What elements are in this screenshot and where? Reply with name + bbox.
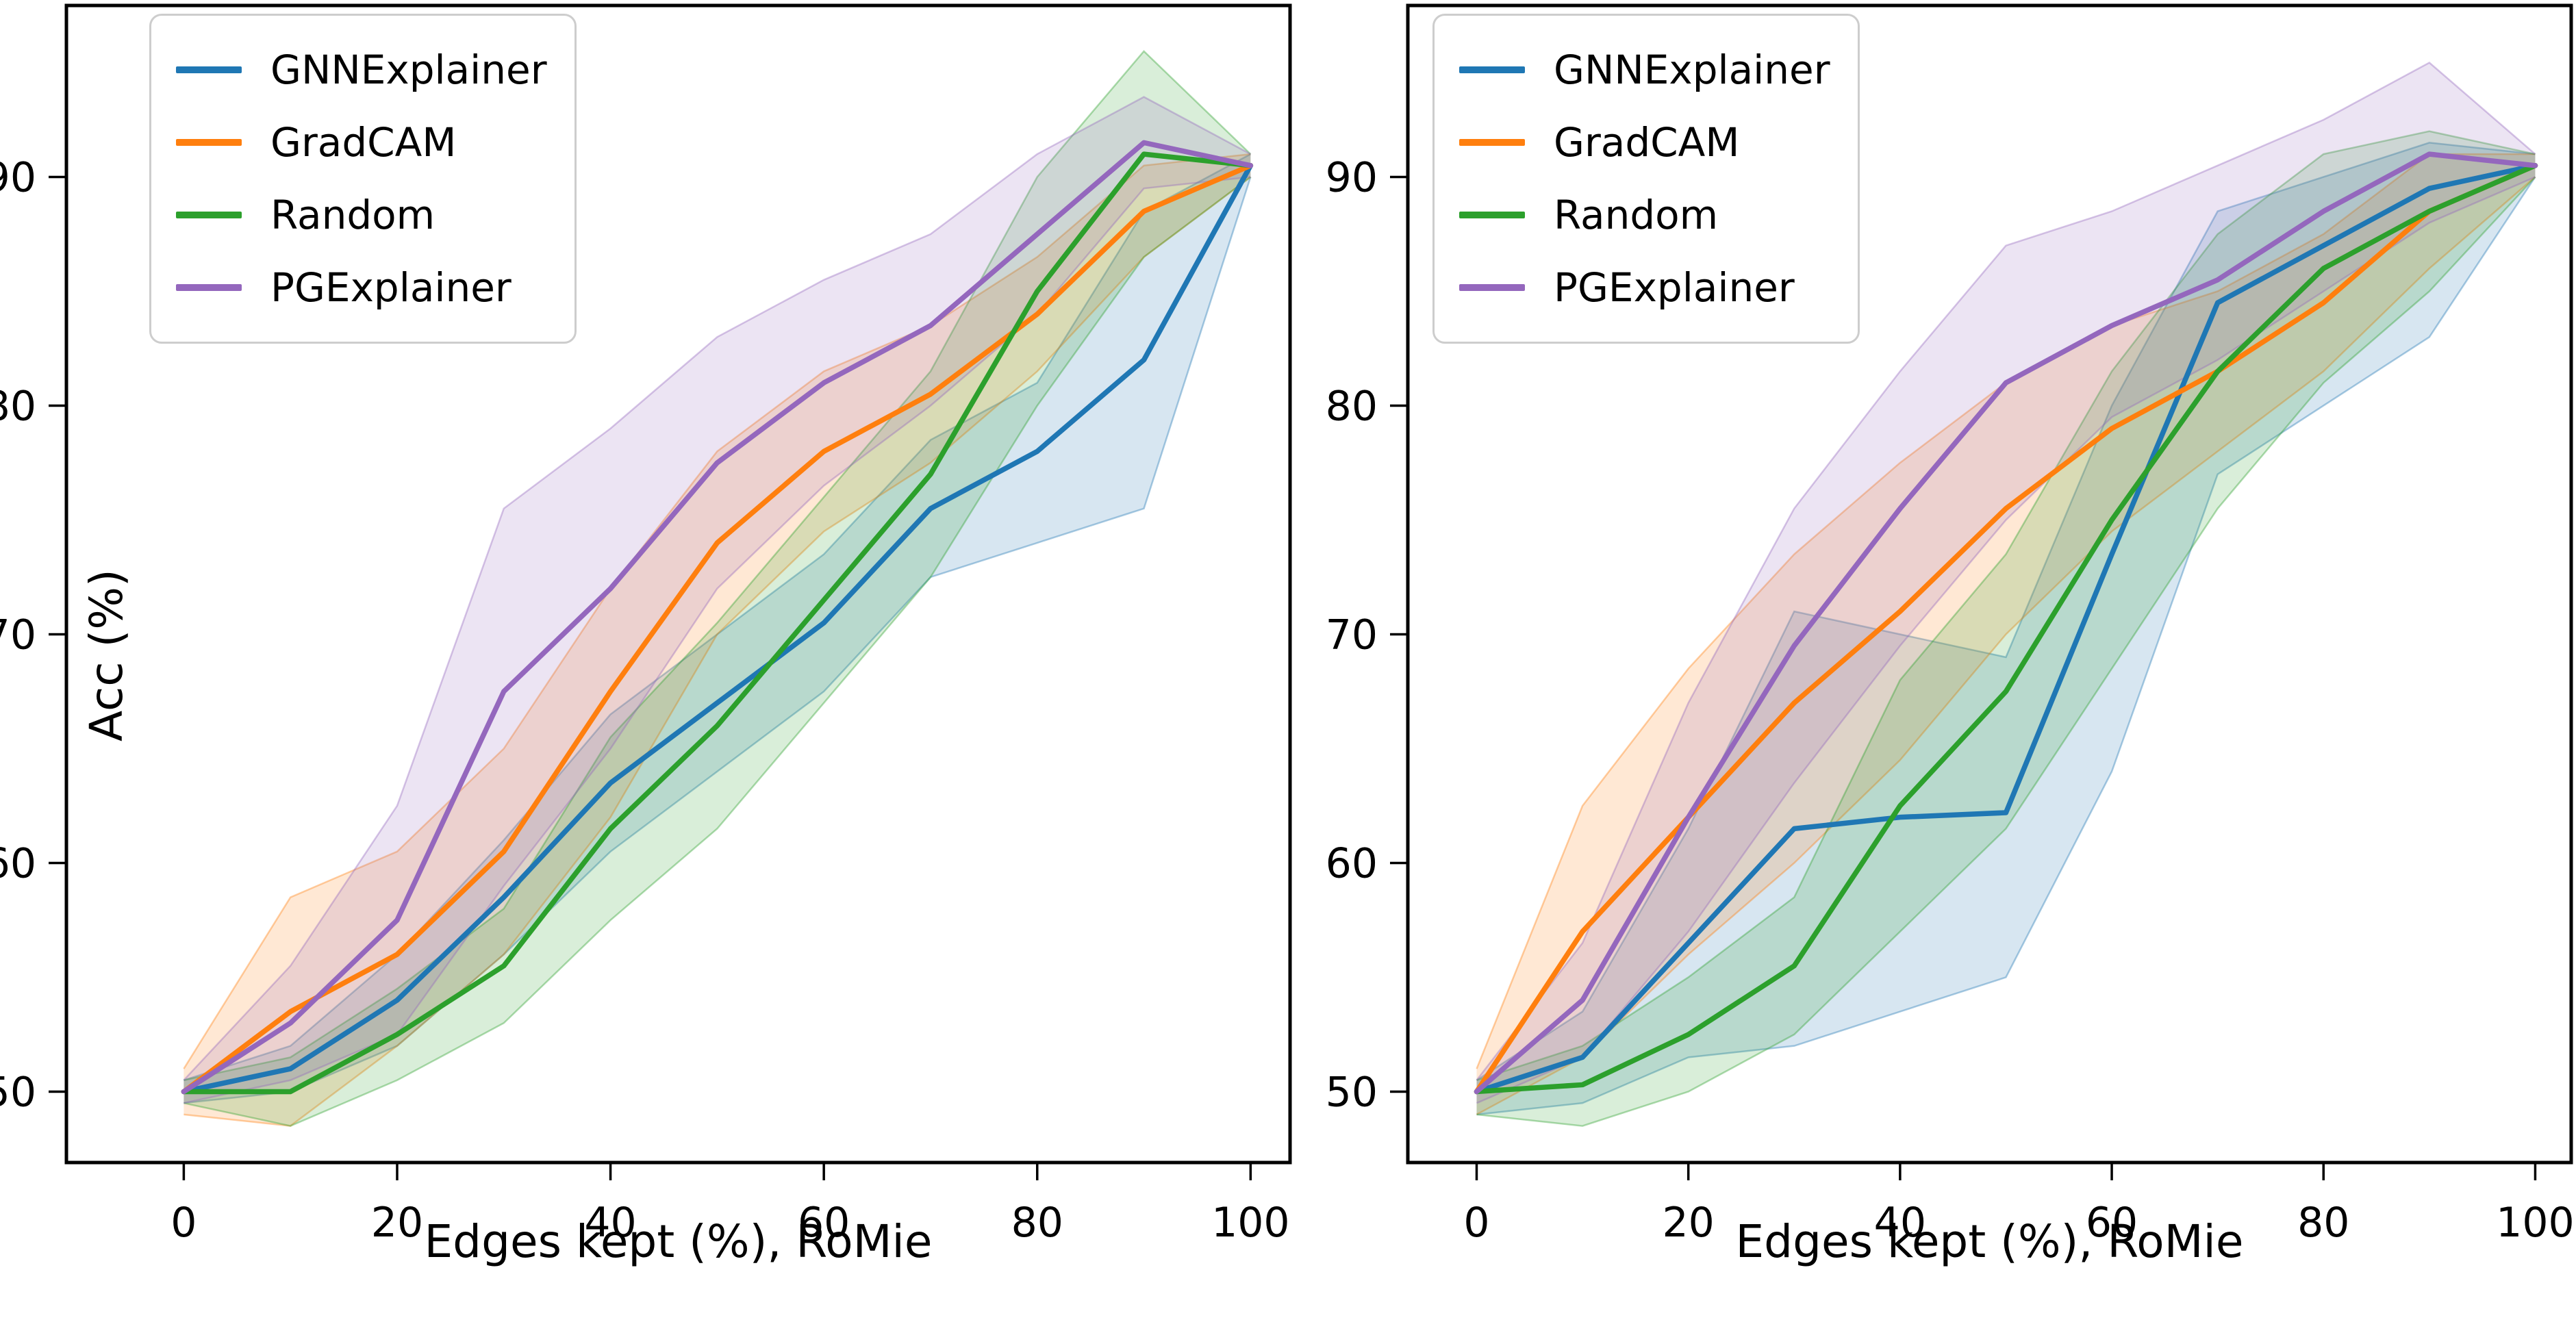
plot-border bbox=[64, 3, 1292, 1165]
legend-item-GradCAM: GradCAM bbox=[176, 106, 547, 179]
x-tick-label: 100 bbox=[1211, 1199, 1290, 1247]
band-lower-edge-Random bbox=[1476, 176, 2536, 1127]
legend-label-GradCAM: GradCAM bbox=[270, 119, 457, 166]
legend-item-Random: Random bbox=[176, 179, 547, 251]
chart-canvas-right: 0 20 40 60 80 100 50 60 70 80 90 bbox=[1326, 3, 2575, 1247]
x-axis-label-right: Edges kept (%), RoMie bbox=[1735, 1215, 2244, 1268]
legend-swatch-PGExplainer bbox=[176, 284, 242, 291]
y-tick-label: 70 bbox=[1326, 611, 1378, 659]
x-tick-label: 80 bbox=[1011, 1199, 1063, 1247]
band-lower-edge-PGExplainer bbox=[184, 176, 1251, 1104]
confidence-band-PGExplainer bbox=[184, 97, 1251, 1104]
series-line-Random bbox=[181, 151, 1254, 1095]
x-tick-label: 20 bbox=[1662, 1199, 1714, 1247]
confidence-band-GNNExplainer bbox=[184, 154, 1251, 1104]
band-lower-edge-GradCAM bbox=[184, 176, 1252, 1127]
y-tick-label: 50 bbox=[0, 1068, 36, 1116]
legend-item-PGExplainer: PGExplainer bbox=[1459, 251, 1830, 324]
x-axis-label-left: Edges kept (%), RoMie bbox=[424, 1215, 933, 1268]
plot-area-left: 0 20 40 60 80 100 50 60 70 80 90 bbox=[0, 3, 1292, 1247]
band-lower-edge-GNNExplainer bbox=[184, 177, 1252, 1104]
band-upper-edge-Random bbox=[1476, 130, 2536, 1081]
chart-canvas-left: 0 20 40 60 80 100 50 60 70 80 90 bbox=[0, 3, 1292, 1247]
band-upper-edge-PGExplainer bbox=[1476, 61, 2536, 1081]
series-line-PGExplainer bbox=[181, 140, 1254, 1095]
legend-item-GNNExplainer: GNNExplainer bbox=[176, 34, 547, 106]
y-tick-label: 90 bbox=[0, 153, 36, 201]
confidence-band-GNNExplainer bbox=[1476, 142, 2536, 1115]
y-tick-label: 90 bbox=[1326, 153, 1378, 201]
band-lower-edge-GradCAM bbox=[1476, 176, 2536, 1115]
series-line-GNNExplainer bbox=[1474, 163, 2538, 1095]
legend-label-PGExplainer: PGExplainer bbox=[1554, 264, 1795, 311]
series-line-GradCAM bbox=[181, 163, 1254, 1095]
legend-left: GNNExplainer GradCAM Random PGExplainer bbox=[149, 14, 577, 344]
legend-swatch-GNNExplainer bbox=[176, 66, 242, 73]
legend-label-GNNExplainer: GNNExplainer bbox=[270, 47, 547, 93]
band-lower-edge-PGExplainer bbox=[1476, 176, 2536, 1104]
x-tick-label: 40 bbox=[1874, 1199, 1926, 1247]
x-tick-label: 40 bbox=[584, 1199, 636, 1247]
series-line-Random bbox=[1474, 163, 2538, 1095]
confidence-band-Random bbox=[1476, 131, 2536, 1126]
y-tick-label: 60 bbox=[0, 839, 36, 887]
x-tick-label: 0 bbox=[171, 1199, 197, 1247]
plot-border bbox=[1406, 3, 2573, 1165]
x-tick-label: 100 bbox=[2496, 1199, 2575, 1247]
y-tick-label: 70 bbox=[0, 611, 36, 659]
x-tick-label: 0 bbox=[1463, 1199, 1489, 1247]
y-tick-label: 80 bbox=[0, 382, 36, 430]
legend-swatch-PGExplainer bbox=[1459, 284, 1525, 291]
band-upper-edge-PGExplainer bbox=[183, 96, 1251, 1081]
legend-swatch-GradCAM bbox=[176, 139, 242, 146]
series-line-GNNExplainer bbox=[181, 163, 1254, 1095]
band-lower-edge-Random bbox=[184, 176, 1252, 1127]
y-tick-label: 60 bbox=[1326, 839, 1378, 887]
series-line-PGExplainer bbox=[1474, 151, 2538, 1095]
series-group bbox=[181, 49, 1254, 1127]
band-upper-edge-Random bbox=[184, 49, 1252, 1081]
band-lower-edge-GNNExplainer bbox=[1476, 176, 2536, 1116]
legend-swatch-GradCAM bbox=[1459, 139, 1525, 146]
band-upper-edge-GradCAM bbox=[183, 153, 1251, 1069]
x-tick-label: 60 bbox=[2086, 1199, 2138, 1247]
confidence-band-GradCAM bbox=[184, 154, 1251, 1126]
legend-item-GNNExplainer: GNNExplainer bbox=[1459, 34, 1830, 106]
legend-item-Random: Random bbox=[1459, 179, 1830, 251]
confidence-band-Random bbox=[184, 51, 1251, 1126]
x-tick-label: 60 bbox=[798, 1199, 850, 1247]
legend-label-GradCAM: GradCAM bbox=[1554, 119, 1740, 166]
band-upper-edge-GNNExplainer bbox=[1476, 142, 2536, 1081]
legend-label-GNNExplainer: GNNExplainer bbox=[1554, 47, 1830, 93]
confidence-band-GradCAM bbox=[1476, 154, 2536, 1115]
legend-swatch-Random bbox=[1459, 212, 1525, 218]
subplot-right: 0 20 40 60 80 100 50 60 70 80 90 GNNExplainer GradC… bbox=[1326, 0, 2575, 1333]
legend-label-Random: Random bbox=[1554, 192, 1719, 238]
band-upper-edge-GNNExplainer bbox=[183, 153, 1251, 1081]
legend-swatch-GNNExplainer bbox=[1459, 66, 1525, 73]
legend-item-GradCAM: GradCAM bbox=[1459, 106, 1830, 179]
series-line-GradCAM bbox=[1474, 163, 2538, 1095]
legend-label-PGExplainer: PGExplainer bbox=[270, 264, 512, 311]
x-tick-label: 20 bbox=[371, 1199, 423, 1247]
legend-right: GNNExplainer GradCAM Random PGExplainer bbox=[1432, 14, 1860, 344]
legend-item-PGExplainer: PGExplainer bbox=[176, 251, 547, 324]
y-tick-label: 80 bbox=[1326, 382, 1378, 430]
series-group bbox=[1474, 61, 2538, 1127]
y-tick-label: 50 bbox=[1326, 1068, 1378, 1116]
x-tick-label: 80 bbox=[2297, 1199, 2349, 1247]
legend-swatch-Random bbox=[176, 212, 242, 218]
legend-label-Random: Random bbox=[270, 192, 435, 238]
plot-area-right: 0 20 40 60 80 100 50 60 70 80 90 bbox=[1326, 3, 2575, 1247]
